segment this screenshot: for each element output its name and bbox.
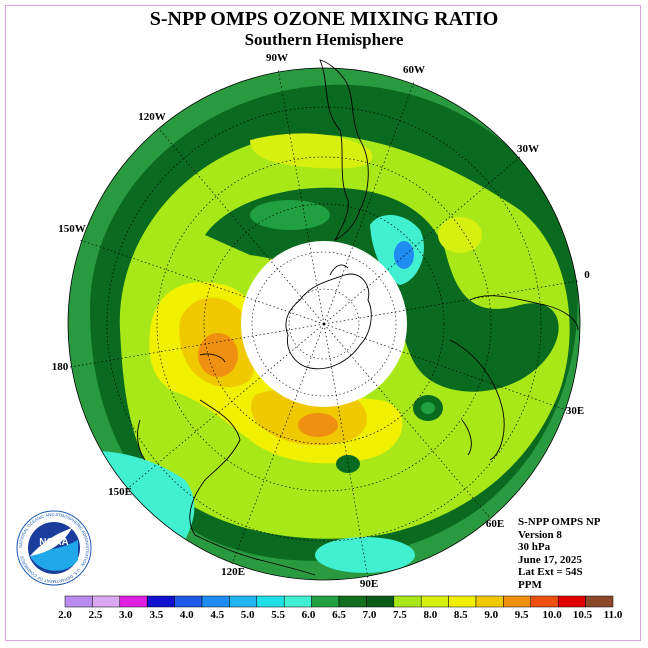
colorbar: 2.0 2.5 3.0 3.5 4.0 4.5 5.0 5.5 6.0 6.5 7.0 7.5 8.0 8… — [58, 595, 623, 621]
colorbar-swatch — [119, 595, 148, 608]
info-lat-extent: Lat Ext = 54S — [518, 566, 583, 578]
lon-label-30e: 30E — [566, 405, 584, 417]
colorbar-tick-label: 9.0 — [484, 609, 498, 621]
colorbar-swatch — [420, 595, 449, 608]
colorbar-swatch — [530, 595, 559, 608]
lon-label-150e: 150E — [108, 486, 132, 498]
colorbar-tick-label: 3.5 — [149, 609, 163, 621]
colorbar-swatch — [448, 595, 477, 608]
colorbar-swatch — [393, 595, 422, 608]
colorbar-swatch — [229, 595, 258, 608]
colorbar-swatch — [311, 595, 340, 608]
info-units: PPM — [518, 578, 542, 591]
lon-label-120w: 120W — [138, 111, 166, 123]
lon-label-0: 0 — [584, 269, 590, 281]
colorbar-tick-label: 4.5 — [210, 609, 224, 621]
lon-label-60w: 60W — [403, 64, 425, 76]
info-instrument: S-NPP OMPS NP — [518, 516, 601, 528]
map-title: S-NPP OMPS OZONE MIXING RATIO — [149, 8, 499, 30]
colorbar-tick-label: 6.0 — [302, 609, 316, 621]
noaa-logo-text: NOAA — [39, 537, 68, 548]
info-level: 30 hPa — [518, 541, 551, 553]
lon-label-90w: 90W — [266, 52, 288, 64]
colorbar-swatch — [256, 595, 285, 608]
colorbar-swatch — [92, 595, 121, 608]
lon-label-90e: 90E — [360, 578, 378, 590]
colorbar-swatch — [475, 595, 504, 608]
colorbar-swatch — [366, 595, 395, 608]
colorbar-tick-label: 5.5 — [271, 609, 285, 621]
colorbar-swatch — [557, 595, 586, 608]
colorbar-tick-label: 7.0 — [363, 609, 377, 621]
colorbar-swatch — [503, 595, 532, 608]
info-block: S-NPP OMPS NP Version 8 30 hPa June 17, … — [518, 516, 601, 591]
lon-label-120e: 120E — [221, 566, 245, 578]
meridian-grid — [69, 68, 579, 580]
colorbar-swatch — [146, 595, 175, 608]
colorbar-tick-label: 3.0 — [119, 609, 133, 621]
colorbar-swatch — [338, 595, 367, 608]
longitude-labels: 90W 60W 30W 0 30E 60E 90E 120E 150E 180 … — [52, 52, 591, 590]
colorbar-tick-label: 2.5 — [89, 609, 103, 621]
colorbar-swatch — [283, 595, 312, 608]
info-date: June 17, 2025 — [518, 553, 582, 566]
colorbar-tick-label: 10.0 — [542, 609, 562, 621]
lon-label-60e: 60E — [486, 518, 504, 530]
colorbar-tick-label: 8.5 — [454, 609, 468, 621]
noaa-logo: NOAA NATIONAL OCEANIC AND ATMOSPHERIC AD… — [16, 510, 92, 586]
colorbar-swatch — [64, 595, 93, 608]
colorbar-swatch — [585, 595, 614, 608]
page-frame — [5, 5, 641, 641]
colorbar-tick-label: 6.5 — [332, 609, 346, 621]
colorbar-tick-label: 9.5 — [515, 609, 529, 621]
map-subtitle: Southern Hemisphere — [244, 30, 404, 49]
colorbar-swatch — [201, 595, 230, 608]
colorbar-tick-label: 5.0 — [241, 609, 255, 621]
colorbar-tick-label: 8.0 — [423, 609, 437, 621]
colorbar-tick-label: 11.0 — [604, 609, 623, 621]
coastlines — [137, 59, 579, 576]
lon-label-30w: 30W — [517, 143, 539, 155]
colorbar-tick-label: 7.5 — [393, 609, 407, 621]
lon-label-180: 180 — [52, 361, 69, 373]
colorbar-tick-label: 10.5 — [573, 609, 593, 621]
info-version: Version 8 — [518, 528, 562, 541]
colorbar-swatch — [174, 595, 203, 608]
colorbar-tick-label: 2.0 — [58, 609, 72, 621]
lon-label-150w: 150W — [58, 223, 86, 235]
colorbar-tick-label: 4.0 — [180, 609, 194, 621]
